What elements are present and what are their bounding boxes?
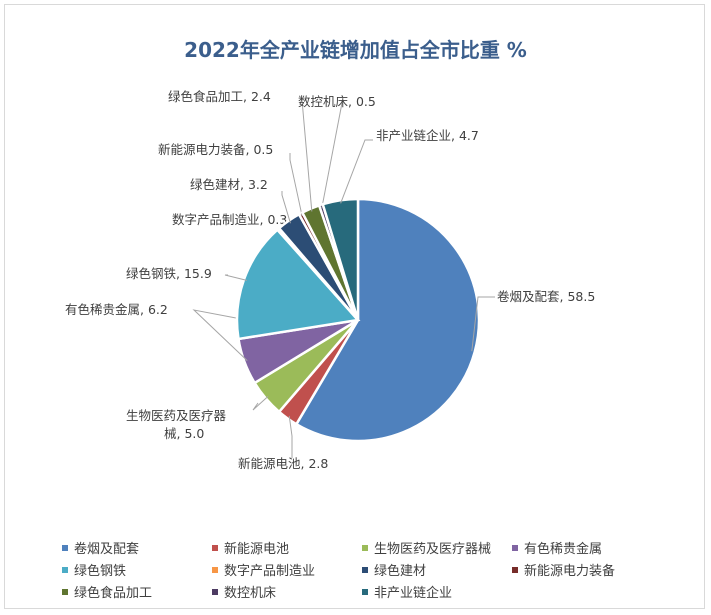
legend-label: 绿色建材 xyxy=(374,564,427,579)
legend-swatch xyxy=(212,566,218,573)
legend-swatch xyxy=(212,588,218,595)
data-label-10: 非产业链企业, 4.7 xyxy=(376,128,479,143)
legend-item: 新能源电池 xyxy=(212,538,289,557)
legend-label: 绿色食品加工 xyxy=(74,586,153,601)
data-label-2: 械, 5.0 xyxy=(164,426,204,441)
legend-item: 绿色钢铁 xyxy=(62,560,126,579)
leader-line-9 xyxy=(321,102,343,208)
data-label-6: 绿色建材, 3.2 xyxy=(190,177,268,192)
leader-line-4 xyxy=(224,274,247,281)
legend-item: 数控机床 xyxy=(212,582,276,601)
legend-label: 卷烟及配套 xyxy=(74,542,140,557)
legend-swatch xyxy=(512,566,518,573)
legend-item: 非产业链企业 xyxy=(362,582,452,601)
data-label-3: 有色稀贵金属, 6.2 xyxy=(65,302,168,317)
leader-line-8 xyxy=(301,98,313,212)
legend-swatch xyxy=(62,566,68,573)
legend-item: 绿色食品加工 xyxy=(62,582,152,601)
legend-label: 数控机床 xyxy=(224,586,277,601)
chart-title: 2022年全产业链增加值占全市比重 % xyxy=(184,38,527,62)
data-label-1: 新能源电池, 2.8 xyxy=(238,456,328,471)
data-label-5: 数字产品制造业, 0.3 xyxy=(172,212,287,227)
legend-label: 非产业链企业 xyxy=(374,586,453,601)
chart-frame xyxy=(4,4,705,609)
legend-swatch xyxy=(362,544,368,551)
leader-line-2 xyxy=(252,395,269,411)
pie-slice-10 xyxy=(321,197,360,321)
legend-item: 生物医药及医疗器械 xyxy=(362,538,491,557)
data-label-2: 生物医药及医疗器 xyxy=(126,408,227,423)
legend-swatch xyxy=(62,588,68,595)
legend-item: 有色稀贵金属 xyxy=(512,538,602,557)
data-label-4: 绿色钢铁, 15.9 xyxy=(126,266,212,281)
legend-label: 新能源电池 xyxy=(224,542,290,557)
leader-line-6 xyxy=(281,191,291,224)
legend-swatch xyxy=(362,588,368,595)
data-label-0: 卷烟及配套, 58.5 xyxy=(497,289,595,304)
leader-line-7 xyxy=(289,153,303,217)
pie-slice-0 xyxy=(294,197,481,443)
legend-swatch xyxy=(512,544,518,551)
legend-label: 有色稀贵金属 xyxy=(524,542,603,557)
legend-label: 新能源电力装备 xyxy=(524,564,616,579)
data-label-8: 绿色食品加工, 2.4 xyxy=(168,89,271,104)
leader-line-3 xyxy=(192,309,248,362)
legend-swatch xyxy=(212,544,218,551)
legend-swatch xyxy=(362,566,368,573)
legend-item: 绿色建材 xyxy=(362,560,426,579)
legend-label: 生物医药及医疗器械 xyxy=(374,542,492,557)
data-label-7: 新能源电力装备, 0.5 xyxy=(158,142,273,157)
data-label-9: 数控机床, 0.5 xyxy=(298,94,376,109)
legend-item: 数字产品制造业 xyxy=(212,560,315,579)
legend-label: 数字产品制造业 xyxy=(224,564,316,579)
legend-item: 卷烟及配套 xyxy=(62,538,139,557)
legend-swatch xyxy=(62,544,68,551)
leader-line-10 xyxy=(340,139,373,204)
leader-line-0 xyxy=(471,296,495,352)
legend-label: 绿色钢铁 xyxy=(74,564,127,579)
legend-item: 新能源电力装备 xyxy=(512,560,615,579)
leader-line-1 xyxy=(288,415,293,458)
